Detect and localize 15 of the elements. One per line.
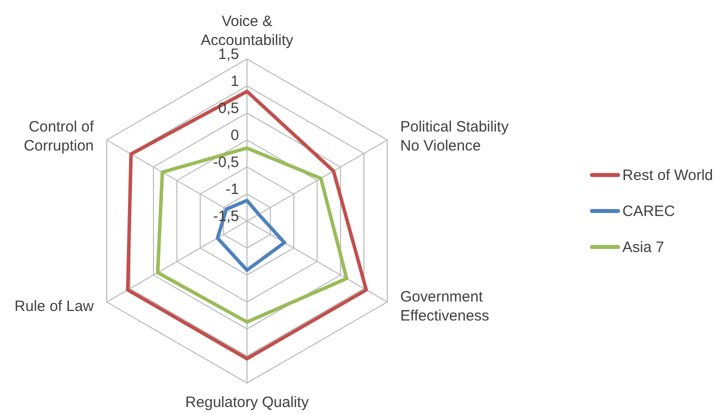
spoke-label: Voice & Accountability xyxy=(200,13,294,49)
y-tick-label: -1 xyxy=(226,181,239,198)
y-tick-label: 1 xyxy=(230,73,239,90)
spoke-label: Control of Corruption xyxy=(24,118,95,154)
y-tick-label: -0,5 xyxy=(213,154,239,171)
legend-label: CAREC xyxy=(622,202,675,220)
y-tick-label: 0 xyxy=(230,127,239,144)
y-tick-label: 0,5 xyxy=(218,100,239,117)
spoke-label: Rule of Law xyxy=(14,298,94,315)
legend-label: Asia 7 xyxy=(622,238,664,256)
spoke-label: Regulatory Quality xyxy=(185,394,310,411)
y-tick-label: 1,5 xyxy=(218,46,239,63)
spoke-label: Political Stability No Violence xyxy=(400,118,510,154)
legend-label: Rest of World xyxy=(622,166,713,184)
spoke-label: Government Effectiveness xyxy=(400,288,490,324)
